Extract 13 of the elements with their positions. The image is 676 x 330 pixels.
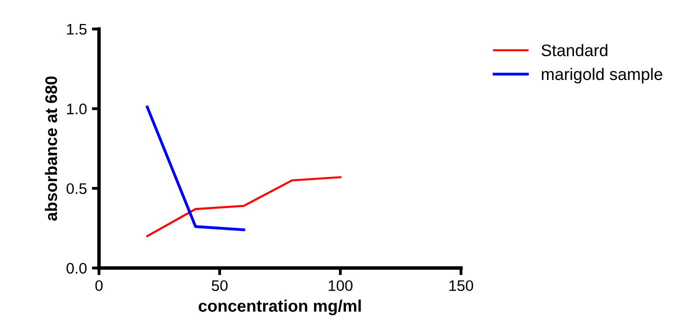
x-axis-title: concentration mg/ml — [198, 300, 361, 316]
y-axis-title: absorbance at 680 — [44, 76, 58, 221]
x-tick-label: 0 — [95, 280, 103, 292]
y-tick-label: 1.5 — [67, 24, 87, 35]
line-series — [146, 176, 342, 238]
legend-label: Standard — [542, 44, 608, 56]
legend-label: marigold sample — [542, 68, 662, 84]
y-tick-label: 1.0 — [67, 104, 87, 114]
y-tick-label: 0.0 — [66, 262, 87, 274]
x-tick-label: 50 — [212, 280, 228, 292]
y-tick-label: 0.5 — [66, 183, 87, 194]
x-tick-label: 100 — [328, 280, 352, 292]
x-tick-label: 150 — [449, 280, 474, 292]
